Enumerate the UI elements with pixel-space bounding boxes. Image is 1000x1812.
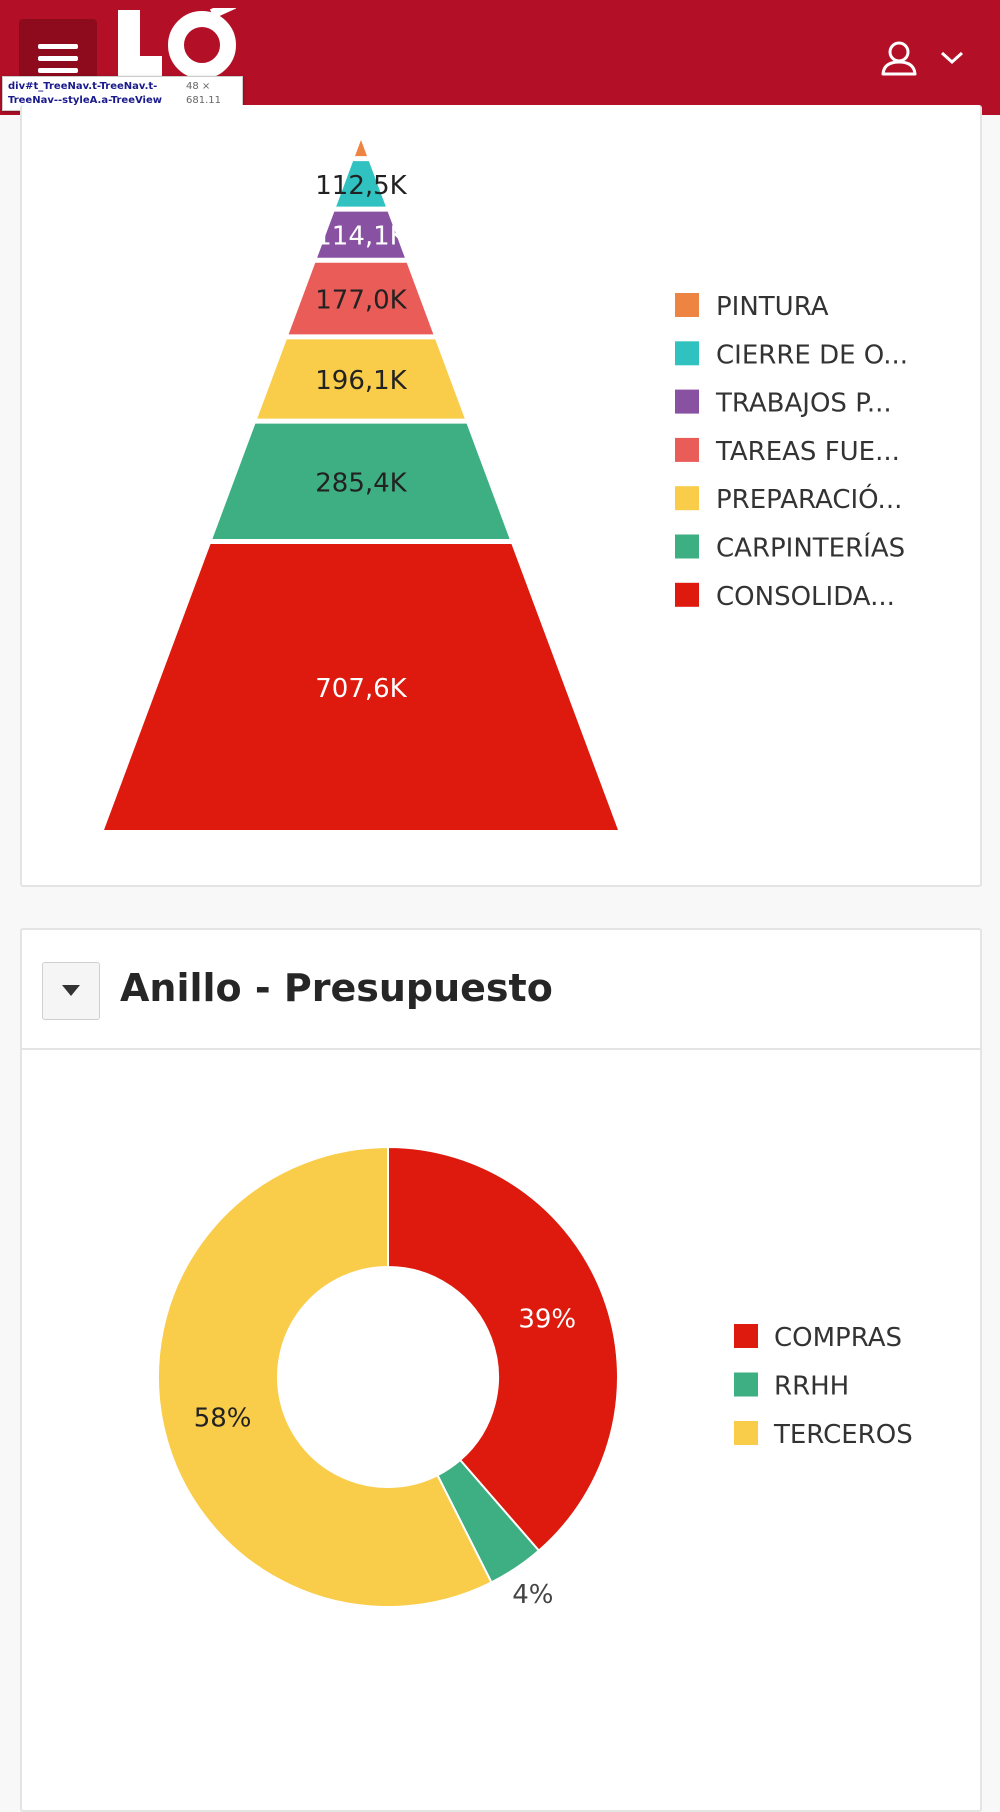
pyramid-segment[interactable] bbox=[104, 543, 618, 830]
chevron-down-icon[interactable] bbox=[940, 50, 964, 66]
legend-item-label[interactable]: RRHH bbox=[774, 1372, 849, 1402]
logo[interactable] bbox=[112, 8, 252, 80]
legend-item-label[interactable]: CONSOLIDA... bbox=[716, 582, 895, 612]
donut-slice[interactable] bbox=[387, 1145, 619, 1553]
donut-data-label: 39% bbox=[518, 1304, 576, 1334]
legend-item-label[interactable]: CARPINTERÍAS bbox=[716, 532, 905, 564]
legend-swatch bbox=[675, 534, 699, 559]
user-icon[interactable] bbox=[880, 40, 918, 76]
legend-item-label[interactable]: CIERRE DE O... bbox=[716, 340, 908, 370]
legend-item-label[interactable]: PREPARACIÓ... bbox=[716, 483, 902, 515]
pyramid-data-label: 177,0K bbox=[315, 286, 407, 316]
donut-chart-card: Anillo - Presupuesto 39% 4% 58% COMPRAS RRHH… bbox=[20, 928, 982, 1812]
legend-item-label[interactable]: PINTURA bbox=[716, 292, 829, 322]
legend-swatch bbox=[734, 1324, 758, 1348]
legend-item-label[interactable]: TAREAS FUE... bbox=[715, 437, 900, 467]
legend-item-label[interactable]: COMPRAS bbox=[774, 1323, 902, 1353]
collapse-toggle-button[interactable] bbox=[42, 962, 100, 1020]
pyramid-segment[interactable] bbox=[317, 211, 405, 258]
pyramid-data-label: 114,1K bbox=[315, 222, 407, 252]
legend-swatch bbox=[675, 486, 699, 511]
pyramid-data-label: 112,5K bbox=[315, 171, 407, 201]
donut-slice[interactable] bbox=[157, 1145, 493, 1608]
donut-data-label: 4% bbox=[512, 1580, 553, 1610]
pyramid-segment[interactable] bbox=[336, 161, 386, 207]
pyramid-data-label: 196,1K bbox=[315, 366, 407, 396]
legend-swatch bbox=[675, 582, 699, 607]
pyramid-segment[interactable] bbox=[212, 423, 510, 539]
legend-swatch bbox=[675, 341, 699, 366]
pyramid-chart: 112,5K 114,1K 177,0K 196,1K 285,4K 707,6K PINT… bbox=[104, 140, 908, 830]
legend-swatch bbox=[734, 1421, 758, 1445]
card-title: Anillo - Presupuesto bbox=[120, 966, 553, 1010]
donut-chart: 39% 4% 58% COMPRAS RRHH TERCEROS bbox=[157, 1145, 913, 1610]
top-navigation-bar: div#t_TreeNav.t-TreeNav.t-TreeNav--style… bbox=[0, 0, 1000, 115]
pyramid-segment[interactable] bbox=[354, 140, 368, 157]
legend-swatch bbox=[675, 389, 699, 414]
legend-item-label[interactable]: TRABAJOS P... bbox=[715, 389, 892, 419]
tooltip-dimensions: 48 × 681.11 bbox=[186, 81, 221, 106]
pyramid-chart-card: 112,5K 114,1K 177,0K 196,1K 285,4K 707,6K PINT… bbox=[20, 105, 982, 887]
tooltip-selector: div#t_TreeNav.t-TreeNav.t-TreeNav--style… bbox=[8, 81, 162, 106]
legend-item-label[interactable]: TERCEROS bbox=[773, 1420, 913, 1450]
pyramid-segment[interactable] bbox=[288, 262, 434, 335]
hamburger-icon-line bbox=[38, 44, 78, 49]
caret-down-icon bbox=[62, 985, 80, 996]
pyramid-segment[interactable] bbox=[257, 339, 465, 419]
card-header: Anillo - Presupuesto bbox=[22, 930, 980, 1050]
legend-swatch bbox=[734, 1372, 758, 1397]
donut-data-label: 58% bbox=[194, 1403, 252, 1433]
legend-swatch bbox=[675, 437, 699, 462]
pyramid-data-label: 285,4K bbox=[315, 468, 407, 498]
hamburger-icon-line bbox=[38, 56, 78, 61]
legend-swatch bbox=[675, 293, 699, 317]
hamburger-icon-line bbox=[38, 68, 78, 73]
pyramid-data-label: 707,6K bbox=[315, 674, 407, 704]
